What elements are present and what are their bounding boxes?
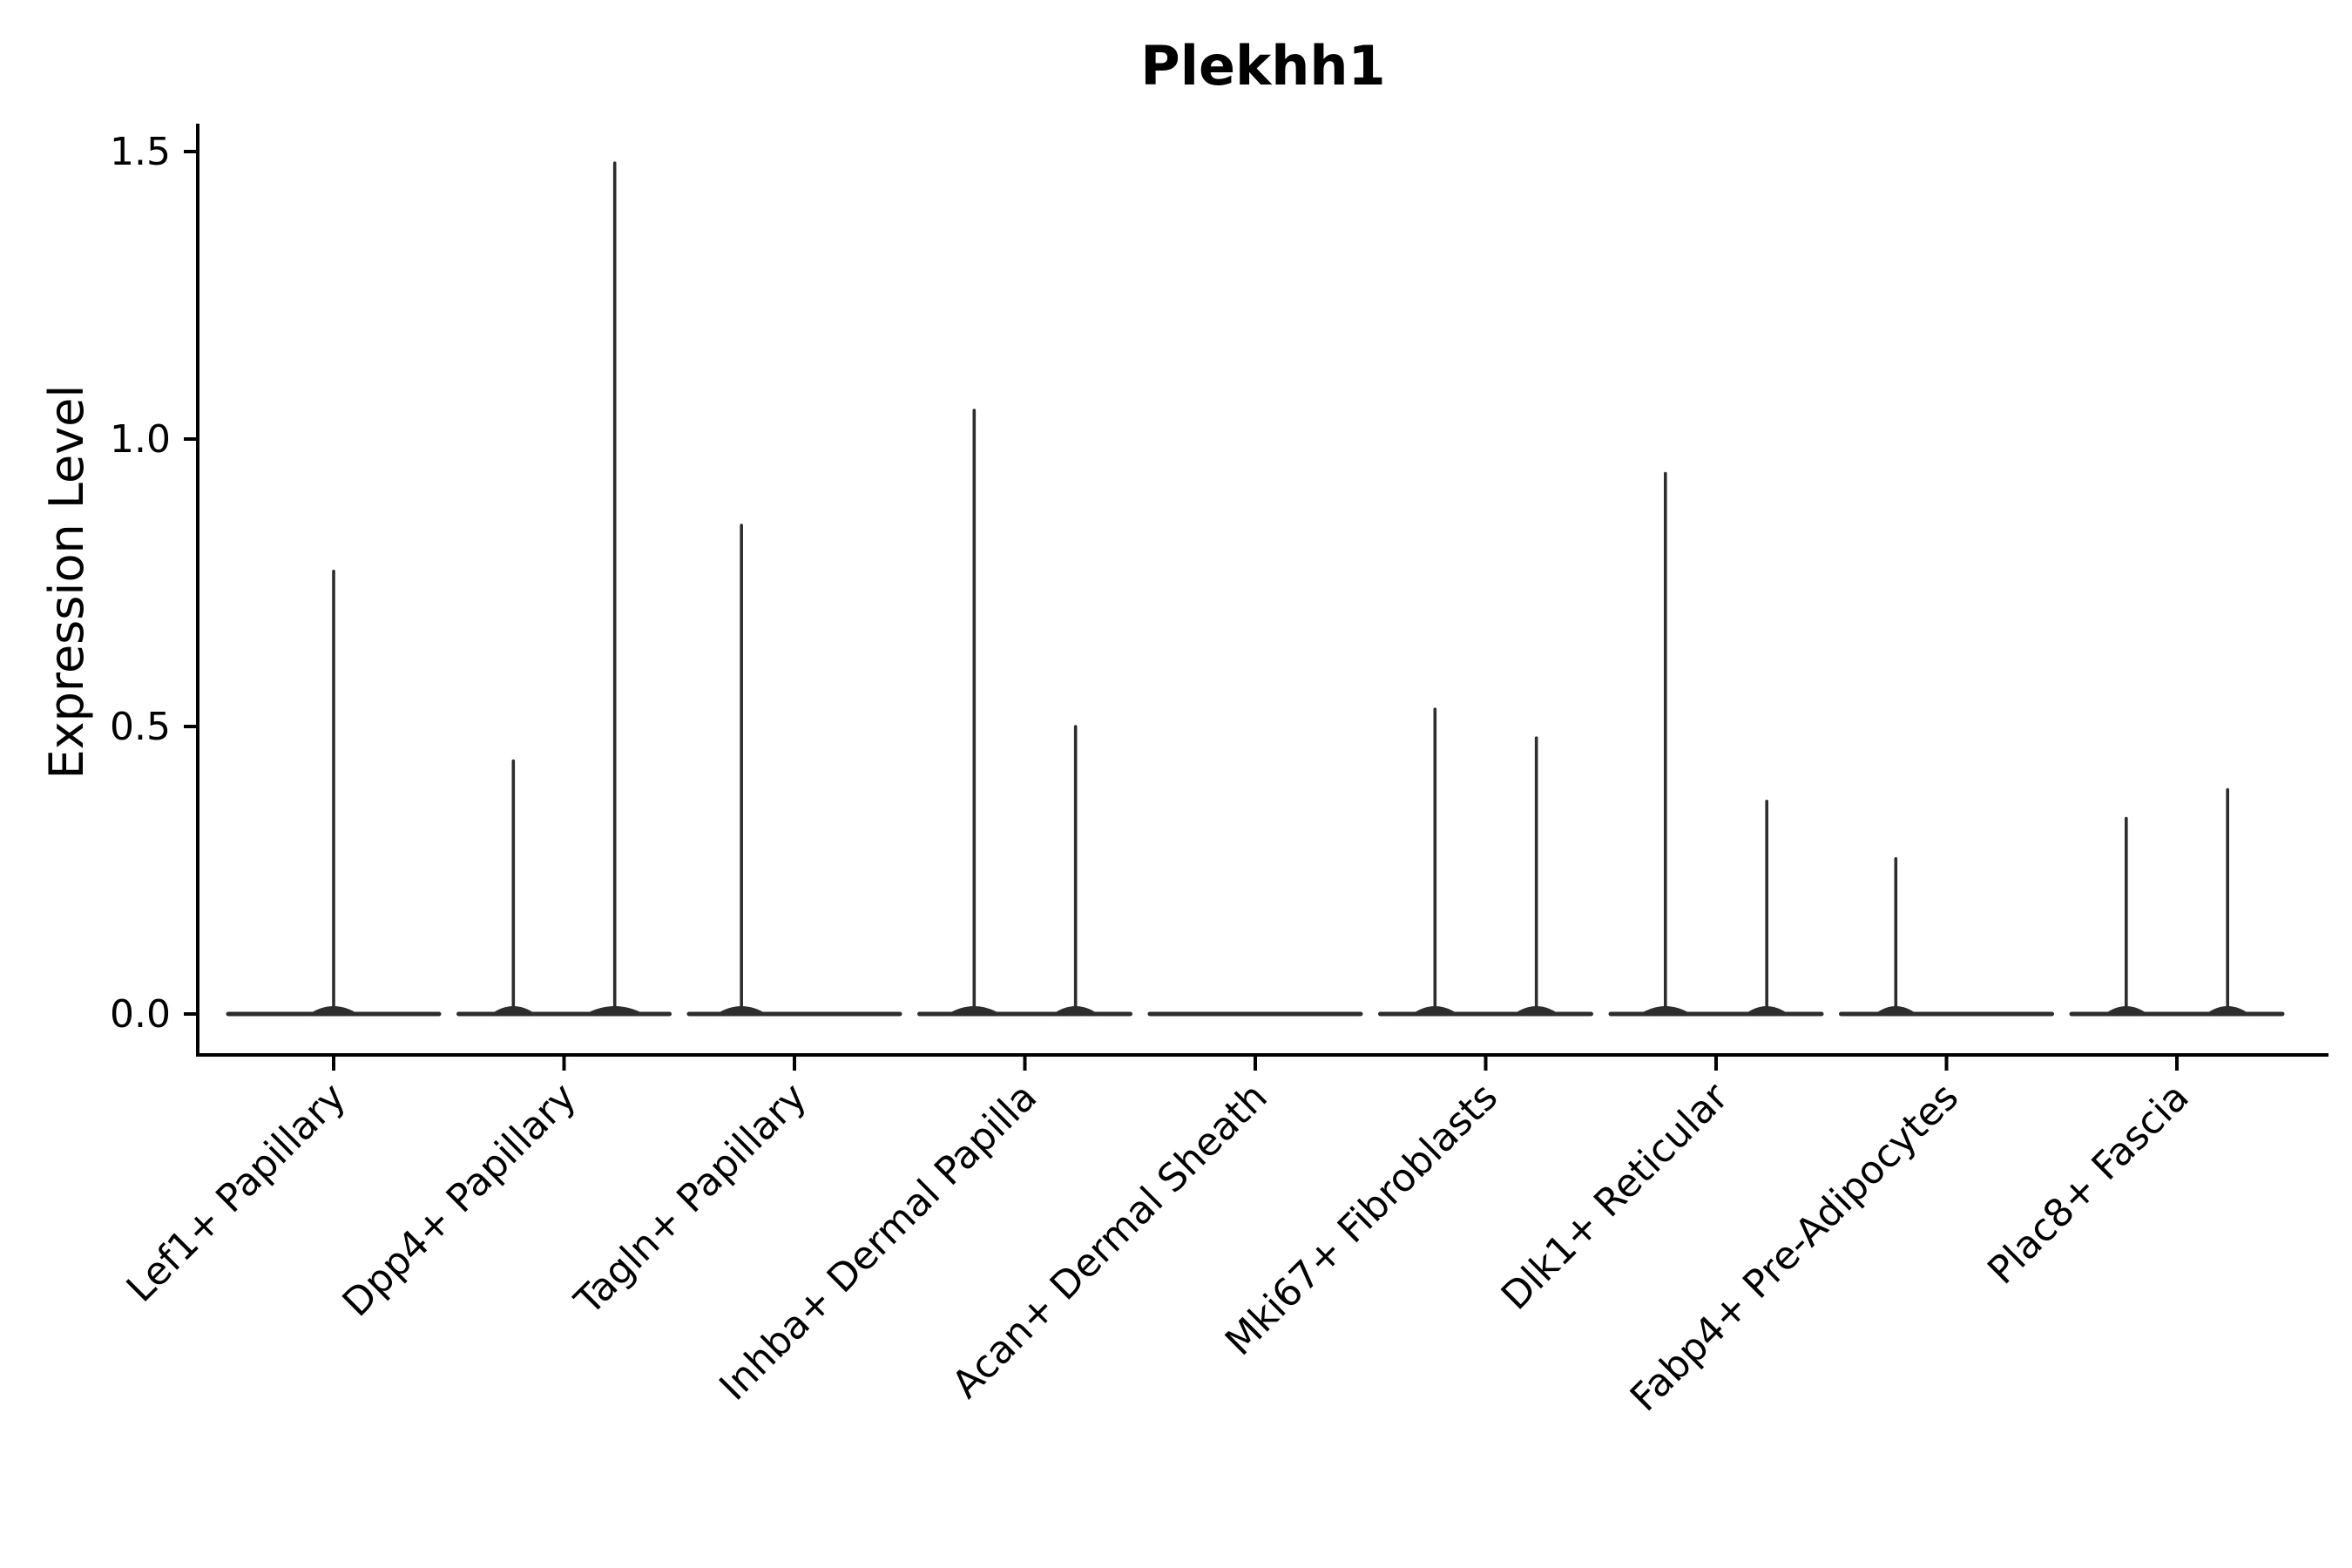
y-tick-label-3: 1.5 [110, 130, 171, 174]
x-tick-label-8: Plac8+ Fascia [1979, 1075, 2198, 1294]
violin-6 [1608, 471, 1824, 1017]
violin-2 [686, 524, 902, 1017]
y-tick-label-0: 0.0 [110, 992, 171, 1037]
y-tick-label-1: 0.5 [110, 705, 171, 749]
x-tick-label-0: Lef1+ Papillary [118, 1075, 355, 1311]
violin-0 [226, 569, 442, 1017]
violin-3 [917, 409, 1132, 1017]
y-tick-label-2: 1.0 [110, 417, 171, 462]
x-tick-label-6: Dlk1+ Reticular [1493, 1074, 1738, 1319]
label-layer: Plekhh1 Expression Level [39, 34, 1386, 779]
x-tick-label-1: Dpp4+ Papillary [335, 1075, 585, 1326]
violin-5 [1378, 707, 1593, 1017]
y-axis-label: Expression Level [39, 385, 94, 780]
chart-title: Plekhh1 [1140, 34, 1385, 98]
violin-1 [456, 161, 672, 1017]
violin-layer [226, 161, 2285, 1017]
violin-7 [1839, 856, 2054, 1017]
x-tick-label-2: Tagln+ Papillary [566, 1075, 815, 1324]
violin-8 [2069, 787, 2285, 1017]
